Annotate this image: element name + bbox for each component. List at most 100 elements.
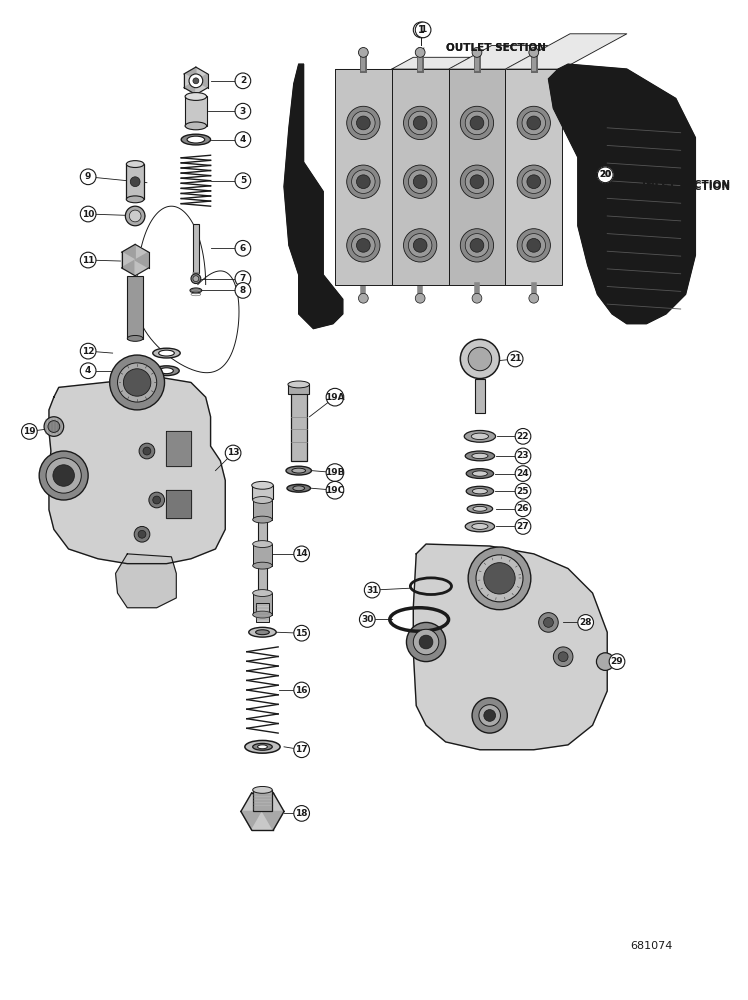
Bar (253, 544, 272, 566)
Circle shape (465, 234, 488, 257)
Ellipse shape (292, 486, 304, 491)
Circle shape (419, 635, 433, 649)
Circle shape (479, 705, 500, 726)
Bar (127, 276, 143, 339)
Ellipse shape (126, 196, 144, 203)
Ellipse shape (256, 630, 269, 635)
Ellipse shape (472, 488, 488, 494)
Circle shape (465, 111, 488, 135)
Ellipse shape (249, 627, 276, 637)
Circle shape (515, 501, 531, 517)
Bar (126, 164, 144, 199)
Ellipse shape (465, 521, 494, 532)
Text: 29: 29 (610, 657, 623, 666)
Circle shape (529, 293, 539, 303)
Ellipse shape (126, 161, 144, 167)
Text: 19A: 19A (325, 393, 345, 402)
Circle shape (80, 363, 96, 379)
Circle shape (294, 546, 310, 562)
Bar (253, 790, 272, 811)
Circle shape (153, 496, 161, 504)
Polygon shape (49, 378, 225, 564)
Text: 28: 28 (580, 618, 592, 627)
Circle shape (22, 424, 37, 439)
Ellipse shape (472, 453, 488, 459)
Text: 21: 21 (509, 354, 521, 363)
Ellipse shape (159, 368, 174, 374)
Circle shape (235, 132, 251, 147)
Circle shape (470, 116, 484, 130)
Polygon shape (506, 34, 627, 69)
Circle shape (294, 625, 310, 641)
Circle shape (515, 448, 531, 464)
Circle shape (522, 170, 545, 193)
Text: 27: 27 (517, 522, 530, 531)
Circle shape (235, 271, 251, 286)
Circle shape (414, 22, 429, 38)
Circle shape (515, 466, 531, 481)
Circle shape (522, 234, 545, 257)
Circle shape (352, 170, 375, 193)
Circle shape (80, 343, 96, 359)
Bar (193, 224, 199, 273)
Circle shape (517, 106, 551, 140)
Circle shape (472, 293, 482, 303)
Polygon shape (263, 793, 284, 811)
Text: 19B: 19B (325, 468, 345, 477)
Bar (253, 500, 272, 520)
Text: 20: 20 (599, 170, 611, 179)
Text: 1: 1 (418, 25, 425, 35)
Circle shape (507, 351, 523, 367)
Circle shape (110, 355, 165, 410)
Circle shape (326, 464, 344, 481)
Circle shape (460, 165, 494, 198)
Text: 17: 17 (295, 745, 308, 754)
Polygon shape (252, 811, 273, 830)
Circle shape (527, 116, 541, 130)
Text: 7: 7 (239, 274, 246, 283)
Bar (256, 603, 269, 622)
Text: 13: 13 (227, 448, 239, 457)
Circle shape (126, 206, 145, 226)
Circle shape (460, 106, 494, 140)
Circle shape (235, 73, 251, 89)
Text: 16: 16 (295, 686, 308, 695)
Polygon shape (184, 74, 196, 88)
Text: 8: 8 (240, 286, 246, 295)
Bar (392, 69, 449, 285)
Polygon shape (196, 81, 208, 95)
Ellipse shape (253, 497, 272, 503)
Ellipse shape (468, 504, 493, 513)
Text: 1: 1 (420, 25, 426, 34)
Bar (185, 96, 206, 126)
Ellipse shape (471, 433, 488, 440)
Text: 12: 12 (82, 347, 94, 356)
Circle shape (609, 654, 625, 669)
Polygon shape (252, 793, 273, 811)
Text: INLET SECTION: INLET SECTION (642, 180, 729, 190)
Circle shape (347, 165, 380, 198)
Circle shape (403, 165, 437, 198)
Circle shape (554, 647, 573, 666)
Circle shape (53, 465, 75, 486)
Circle shape (408, 170, 432, 193)
Circle shape (326, 388, 344, 406)
Circle shape (80, 252, 96, 268)
Circle shape (294, 682, 310, 698)
Circle shape (48, 421, 60, 432)
Circle shape (484, 563, 515, 594)
Circle shape (191, 274, 200, 284)
Circle shape (476, 555, 523, 602)
Polygon shape (449, 46, 548, 69)
Circle shape (235, 173, 251, 189)
Polygon shape (184, 81, 196, 95)
Ellipse shape (286, 466, 311, 475)
Ellipse shape (253, 743, 272, 750)
Ellipse shape (253, 562, 272, 569)
Circle shape (414, 175, 427, 189)
Text: 2: 2 (240, 76, 246, 85)
Circle shape (596, 166, 614, 184)
Circle shape (80, 206, 96, 222)
Circle shape (517, 165, 551, 198)
Circle shape (358, 48, 368, 57)
